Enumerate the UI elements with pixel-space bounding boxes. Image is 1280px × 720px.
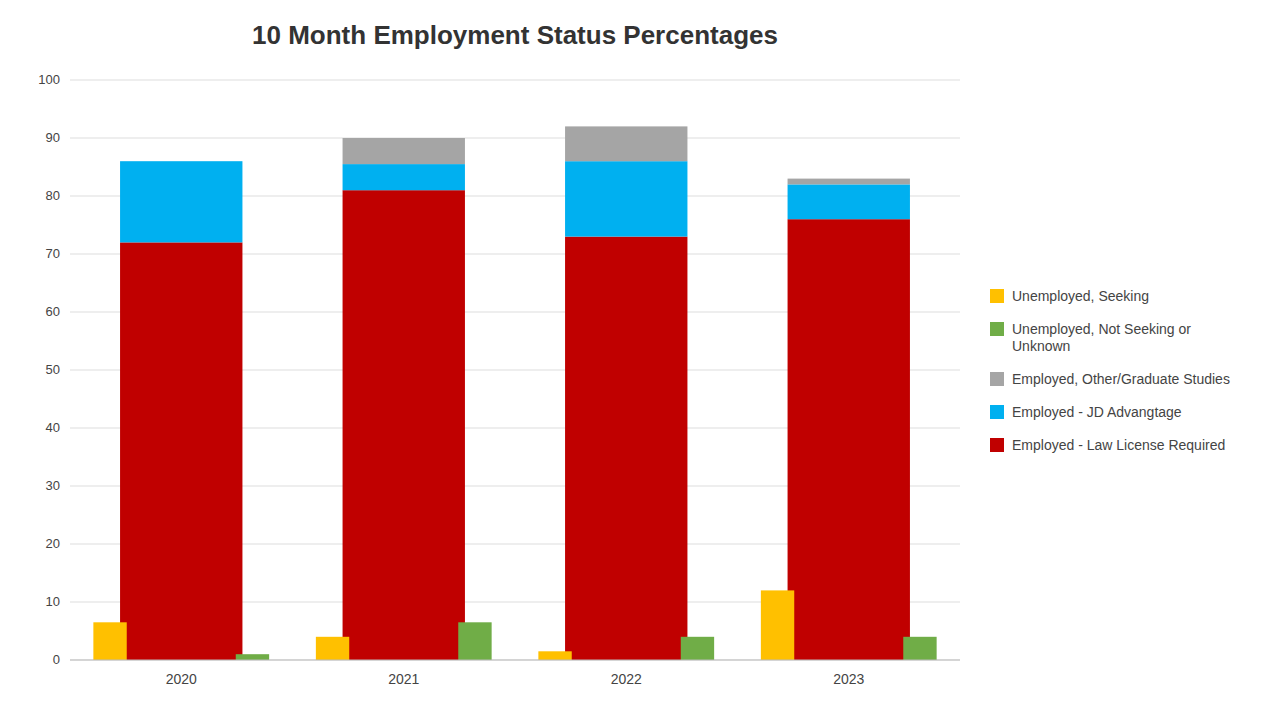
bar-segment — [788, 179, 910, 185]
bar-segment — [565, 126, 687, 161]
legend-label: Unemployed, Seeking — [1012, 288, 1149, 304]
y-tick-label: 30 — [46, 478, 60, 493]
y-tick-label: 100 — [38, 72, 60, 87]
y-tick-label: 60 — [46, 304, 60, 319]
y-tick-label: 80 — [46, 188, 60, 203]
y-tick-label: 50 — [46, 362, 60, 377]
bar-segment — [565, 237, 687, 660]
grid-line — [70, 80, 960, 81]
legend-swatch — [990, 289, 1004, 303]
legend-label: Employed, Other/Graduate Studies — [1012, 371, 1230, 387]
bar-segment — [565, 161, 687, 236]
side-bar — [681, 637, 714, 660]
legend-label: Employed - Law License Required — [1012, 437, 1225, 453]
side-bar — [458, 622, 491, 660]
bars — [93, 126, 936, 660]
legend-swatch — [990, 438, 1004, 452]
bar-segment — [120, 242, 242, 660]
y-tick-label: 70 — [46, 246, 60, 261]
x-axis-line — [70, 660, 960, 661]
side-bar — [316, 637, 349, 660]
bar-segment — [343, 138, 465, 164]
grid-line — [70, 138, 960, 139]
bar-segment — [343, 164, 465, 190]
side-bar — [761, 590, 794, 660]
y-tick-label: 10 — [46, 594, 60, 609]
side-bar — [93, 622, 126, 660]
y-tick-label: 0 — [53, 652, 60, 667]
side-bar — [903, 637, 936, 660]
grid — [70, 80, 960, 660]
chart: 10 Month Employment Status Percentages 0 1… — [0, 0, 1280, 720]
legend-swatch — [990, 322, 1004, 336]
y-tick-label: 90 — [46, 130, 60, 145]
x-tick-label: 2023 — [833, 671, 864, 687]
bar-segment — [788, 219, 910, 660]
legend-label: Unemployed, Not Seeking orUnknown — [1012, 321, 1191, 354]
y-tick-label: 20 — [46, 536, 60, 551]
side-bar — [538, 651, 571, 660]
legend-swatch — [990, 405, 1004, 419]
x-tick-label: 2020 — [166, 671, 197, 687]
title: 10 Month Employment Status Percentages — [252, 20, 778, 50]
grid-line — [70, 660, 960, 661]
legend: Unemployed, Seeking Unemployed, Not Seeki… — [990, 288, 1230, 453]
x-tick-label: 2021 — [388, 671, 419, 687]
bar-segment — [120, 161, 242, 242]
bar-segment — [343, 190, 465, 660]
bar-segment — [788, 184, 910, 219]
side-bar — [236, 654, 269, 660]
y-tick-label: 40 — [46, 420, 60, 435]
x-tick-label: 2022 — [611, 671, 642, 687]
bar-segment — [120, 161, 242, 162]
legend-swatch — [990, 372, 1004, 386]
legend-label: Employed - JD Advangtage — [1012, 404, 1182, 420]
